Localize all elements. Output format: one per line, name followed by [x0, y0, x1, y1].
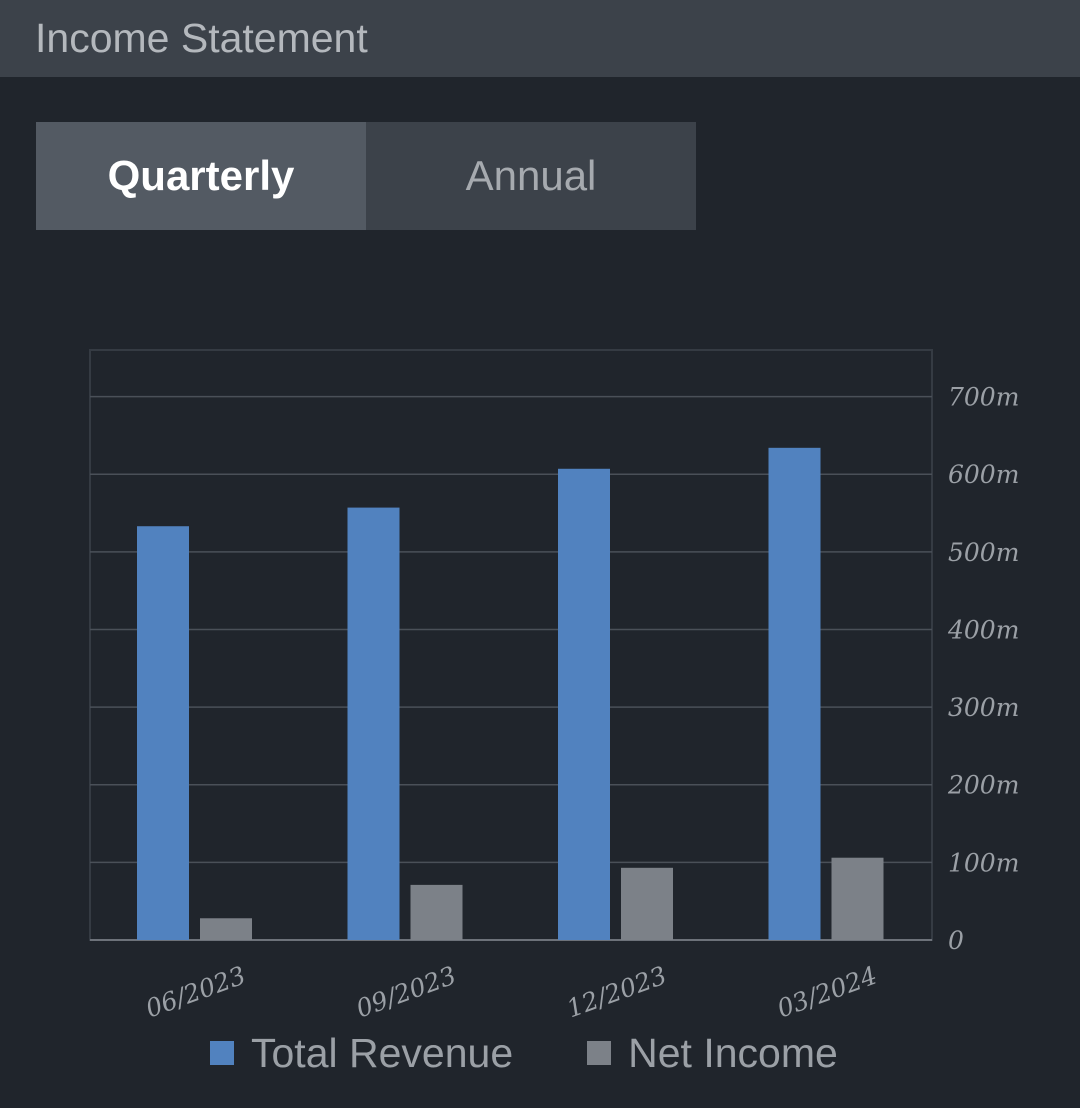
chart-legend: Total Revenue Net Income	[210, 1030, 912, 1076]
x-axis-ticks: 06/2023 09/2023 12/2023 03/2024	[142, 961, 881, 1024]
bar-net-income[interactable]	[410, 884, 463, 940]
legend-label-total-revenue: Total Revenue	[251, 1029, 514, 1076]
x-tick-label: 12/2023	[563, 961, 671, 1024]
legend-item-net-income[interactable]: Net Income	[587, 1030, 838, 1077]
bar-net-income[interactable]	[621, 867, 673, 940]
x-tick-label: 09/2023	[352, 961, 460, 1024]
page-title: Income Statement	[35, 15, 368, 61]
y-tick-label: 100m	[948, 848, 1019, 877]
legend-swatch-net-income	[587, 1041, 612, 1065]
bar-total-revenue[interactable]	[558, 468, 610, 940]
x-tick-label: 03/2024	[773, 961, 881, 1024]
period-toggle: Quarterly Annual	[36, 122, 696, 230]
x-tick-label: 06/2023	[142, 961, 250, 1024]
y-tick-label: 400m	[947, 615, 1019, 644]
header-bar: Income Statement	[0, 0, 1080, 77]
bar-net-income[interactable]	[831, 857, 884, 940]
legend-swatch-total-revenue	[210, 1041, 234, 1065]
y-tick-label: 200m	[947, 771, 1019, 800]
bar-total-revenue[interactable]	[137, 526, 189, 940]
y-tick-label: 300m	[948, 693, 1019, 722]
y-axis-ticks: 0 100m 200m 300m 400m 500m 600m 700m	[947, 383, 1019, 955]
legend-label-net-income: Net Income	[628, 1029, 838, 1076]
bar-net-income[interactable]	[200, 918, 252, 940]
bar-total-revenue[interactable]	[347, 507, 400, 940]
bars	[137, 447, 884, 940]
y-tick-label: 500m	[948, 538, 1019, 567]
y-tick-label: 600m	[948, 460, 1019, 489]
bar-total-revenue[interactable]	[768, 447, 821, 940]
tab-quarterly[interactable]: Quarterly	[36, 122, 366, 230]
y-tick-label: 0	[948, 926, 964, 955]
tab-annual[interactable]: Annual	[366, 122, 696, 230]
legend-item-total-revenue[interactable]: Total Revenue	[210, 1030, 513, 1077]
y-tick-label: 700m	[948, 383, 1019, 412]
